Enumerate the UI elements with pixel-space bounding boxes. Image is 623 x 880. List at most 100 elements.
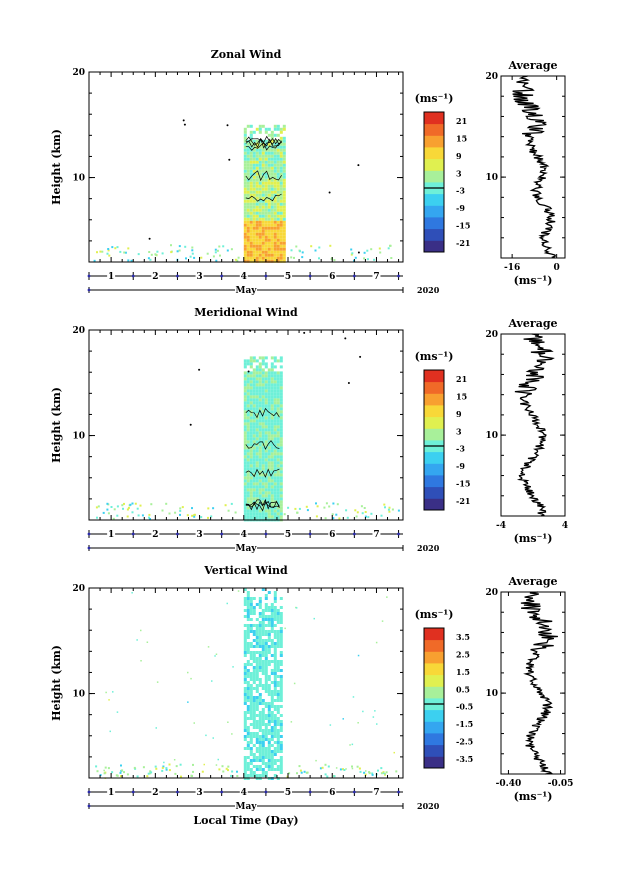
month-label: May xyxy=(235,286,257,296)
heatmap-cell xyxy=(255,395,259,399)
heatmap-cell xyxy=(246,124,250,128)
heatmap-cell xyxy=(252,172,256,176)
heatmap-cell xyxy=(252,488,256,492)
heatmap-cell xyxy=(258,449,262,453)
heatmap-cell xyxy=(243,672,247,675)
heatmap-cell xyxy=(252,181,256,185)
heatmap-cell xyxy=(273,380,277,384)
heatmap-cell xyxy=(264,485,268,489)
heatmap-cell xyxy=(243,443,247,447)
heatmap-cell xyxy=(287,506,290,509)
heatmap-cell xyxy=(255,515,259,519)
heatmap-cell xyxy=(246,669,250,672)
heatmap-cell xyxy=(267,217,271,221)
heatmap-cell xyxy=(191,507,193,510)
heatmap-cell xyxy=(267,624,271,627)
heatmap-cell xyxy=(255,380,259,384)
colorbar-swatch xyxy=(424,393,444,406)
heatmap-cell xyxy=(243,690,247,693)
heatmap-cell xyxy=(273,723,277,726)
heatmap-cell xyxy=(249,443,253,447)
heatmap-cell xyxy=(255,651,259,654)
heatmap-cell xyxy=(279,494,283,498)
heatmap-cell xyxy=(258,241,262,245)
heatmap-cell xyxy=(246,410,250,414)
heatmap-cell xyxy=(249,124,253,128)
heatmap-cell xyxy=(161,252,164,255)
heatmap-cell xyxy=(270,190,274,194)
heatmap-cell xyxy=(261,151,265,155)
heatmap-cell xyxy=(243,259,247,263)
heatmap-cell xyxy=(270,133,274,137)
heatmap-cell xyxy=(279,196,283,200)
heatmap-cell xyxy=(252,678,256,681)
heatmap-cell xyxy=(246,711,250,714)
heatmap-cell xyxy=(255,672,259,675)
heatmap-cell xyxy=(249,172,253,176)
heatmap-cell xyxy=(279,169,283,173)
heatmap-cell xyxy=(258,229,262,233)
heatmap-cell xyxy=(246,449,250,453)
heatmap-cell xyxy=(267,371,271,375)
heatmap-cell xyxy=(252,386,256,390)
heatmap-cell xyxy=(267,494,271,498)
heatmap-cell xyxy=(267,172,271,176)
heatmap-cell xyxy=(267,181,271,185)
heatmap-cell xyxy=(279,476,283,480)
heatmap-cell xyxy=(282,211,286,215)
heatmap-cell xyxy=(161,509,164,512)
day-marker xyxy=(176,274,179,278)
heatmap-cell xyxy=(273,142,277,146)
heatmap-cell xyxy=(258,666,262,669)
colorbar-tick-label: -15 xyxy=(456,479,470,489)
heatmap-cell xyxy=(273,446,277,450)
heatmap-cell xyxy=(267,738,271,741)
heatmap-cell xyxy=(270,705,274,708)
heatmap-cell xyxy=(261,687,265,690)
profile-frame xyxy=(500,591,566,775)
heatmap-cell xyxy=(101,250,104,253)
heatmap-cell xyxy=(246,663,250,666)
heatmap-cell xyxy=(255,371,259,375)
heatmap-cell xyxy=(249,160,253,164)
heatmap-cell xyxy=(258,729,262,732)
heatmap-cell xyxy=(243,160,247,164)
heatmap-cell xyxy=(252,612,256,615)
heatmap-cell xyxy=(252,440,256,444)
heatmap-cell xyxy=(273,190,277,194)
heatmap-cell xyxy=(252,645,256,648)
heatmap-cell xyxy=(249,699,253,702)
heatmap-cell xyxy=(267,253,271,257)
heatmap-cell xyxy=(273,693,277,696)
heatmap-cell xyxy=(252,229,256,233)
heatmap-cell xyxy=(137,253,140,256)
heatmap-cell xyxy=(249,464,253,468)
heatmap-cell xyxy=(267,606,271,609)
day-tick-label: 3 xyxy=(196,272,202,282)
day-tick-label: 6 xyxy=(329,788,335,798)
heatmap-cell xyxy=(246,181,250,185)
heatmap-cell xyxy=(258,485,262,489)
heatmap-cell xyxy=(258,714,262,717)
heatmap-cell xyxy=(264,181,268,185)
heatmap-cell xyxy=(258,491,262,495)
heatmap-cell xyxy=(261,202,265,206)
heatmap-cell xyxy=(149,258,152,261)
heatmap-cell xyxy=(243,431,247,435)
heatmap-cell xyxy=(258,717,262,720)
heatmap-cell xyxy=(372,716,375,718)
day-tick-label: 7 xyxy=(373,788,379,798)
heatmap-cell xyxy=(279,491,283,495)
heatmap-cell xyxy=(276,750,280,753)
heatmap-cell xyxy=(252,238,256,242)
heatmap-cell xyxy=(279,214,283,218)
heatmap-cell xyxy=(249,678,253,681)
heatmap-cell xyxy=(387,247,390,250)
heatmap-cell xyxy=(230,248,233,251)
heatmap-cell xyxy=(252,458,256,462)
heatmap-cell xyxy=(249,386,253,390)
heatmap-cell xyxy=(279,464,283,468)
heatmap-cell xyxy=(273,491,277,495)
heatmap-cell xyxy=(255,193,259,197)
heatmap-cell xyxy=(252,639,256,642)
